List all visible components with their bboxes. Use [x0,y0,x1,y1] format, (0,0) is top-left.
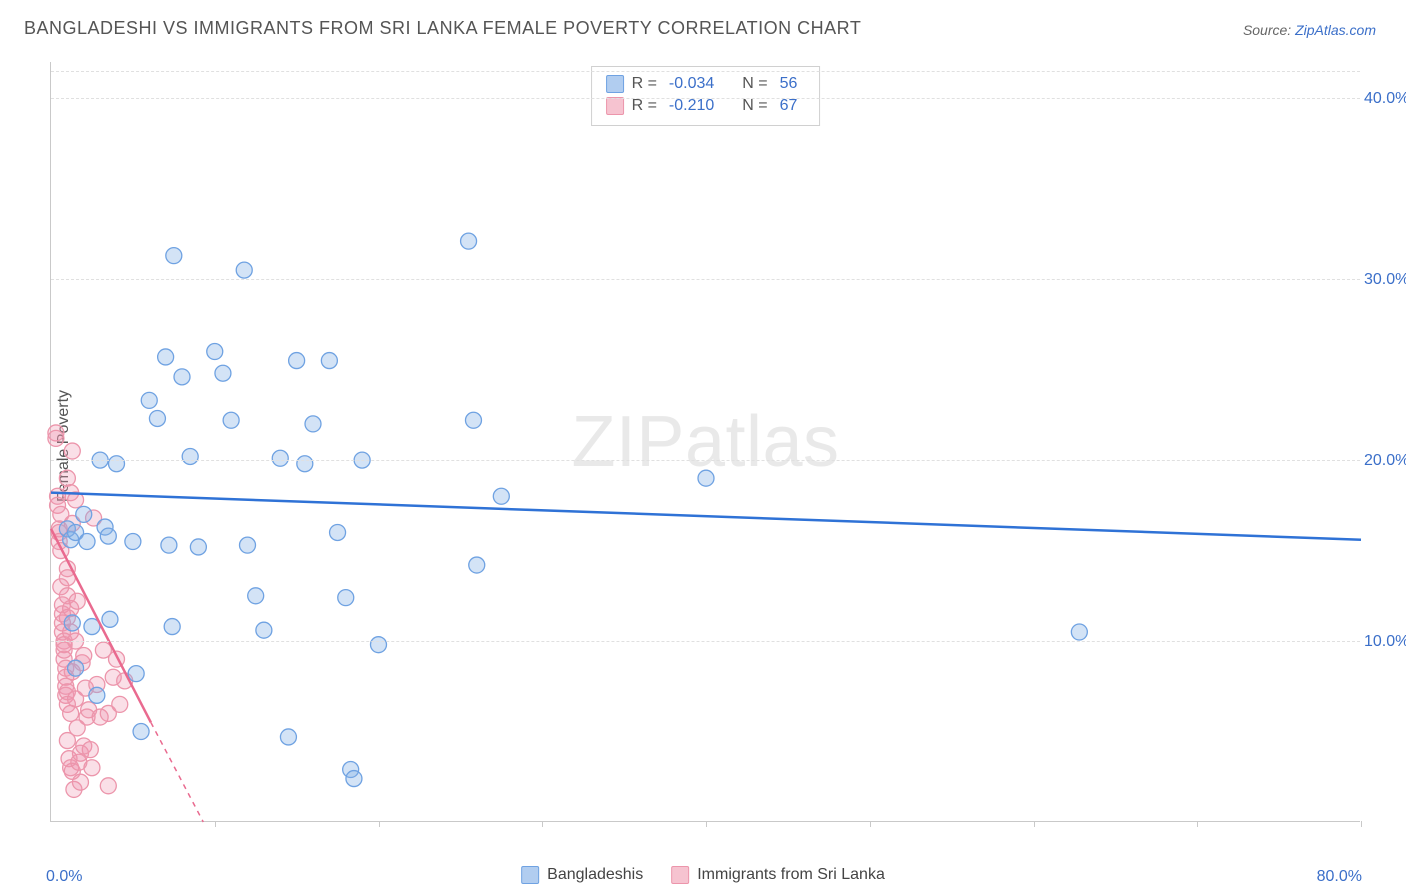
trend-line-extrapolated [151,722,203,822]
scatter-point [68,660,84,676]
trend-line [51,493,1361,540]
stat-n-val-0: 56 [776,73,802,95]
y-tick-label: 20.0% [1364,452,1406,470]
bottom-legend: Bangladeshis Immigrants from Sri Lanka [521,866,885,884]
scatter-point [223,412,239,428]
gridline-y: 10.0% [51,641,1360,642]
scatter-point [48,430,64,446]
scatter-point [461,233,477,249]
scatter-point [469,557,485,573]
stats-legend-box: R = -0.034 N = 56 R = -0.210 N = 67 [591,66,821,126]
legend-item-1: Immigrants from Sri Lanka [671,866,885,884]
x-tick [1361,821,1362,827]
stat-r-val-0: -0.034 [665,73,718,95]
scatter-point [493,488,509,504]
scatter-point [346,771,362,787]
scatter-point [236,262,252,278]
scatter-point [128,666,144,682]
source-link[interactable]: ZipAtlas.com [1295,22,1376,38]
swatch-series-0 [606,75,624,93]
x-tick [379,821,380,827]
scatter-point [1071,624,1087,640]
scatter-point [112,696,128,712]
scatter-point [64,615,80,631]
stat-n-label: N = [742,73,767,95]
gridline-y: 20.0% [51,460,1360,461]
x-tick [215,821,216,827]
gridline-y: 40.0% [51,98,1360,99]
x-tick [1034,821,1035,827]
scatter-point [125,534,141,550]
scatter-point [215,365,231,381]
gridline-y: 30.0% [51,279,1360,280]
legend-label-1: Immigrants from Sri Lanka [697,866,885,884]
scatter-point [64,443,80,459]
scatter-point [330,524,346,540]
source-attribution: Source: ZipAtlas.com [1243,22,1376,38]
scatter-point [84,760,100,776]
scatter-point [59,470,75,486]
x-start-label: 0.0% [46,868,82,886]
scatter-point [240,537,256,553]
scatter-point [289,353,305,369]
x-tick [542,821,543,827]
scatter-point [164,619,180,635]
scatter-point [69,593,85,609]
scatter-point [698,470,714,486]
scatter-point [272,450,288,466]
scatter-point [141,392,157,408]
scatter-point [102,611,118,627]
scatter-point [149,410,165,426]
scatter-point [133,724,149,740]
gridline-y [51,71,1360,72]
y-tick-label: 30.0% [1364,271,1406,289]
scatter-point [166,248,182,264]
stat-r-label: R = [632,73,657,95]
source-prefix: Source: [1243,22,1295,38]
scatter-point [82,742,98,758]
x-tick [1197,821,1198,827]
scatter-point [297,456,313,472]
scatter-point [158,349,174,365]
scatter-point [89,687,105,703]
scatter-point [63,705,79,721]
x-tick [870,821,871,827]
legend-item-0: Bangladeshis [521,866,643,884]
legend-swatch-0 [521,866,539,884]
scatter-point [465,412,481,428]
legend-label-0: Bangladeshis [547,866,643,884]
swatch-series-1 [606,97,624,115]
scatter-point [109,456,125,472]
scatter-point [161,537,177,553]
stats-row-series-0: R = -0.034 N = 56 [606,73,802,95]
legend-swatch-1 [671,866,689,884]
scatter-point [305,416,321,432]
chart-title: BANGLADESHI VS IMMIGRANTS FROM SRI LANKA… [24,18,1382,39]
scatter-point [79,534,95,550]
scatter-point [174,369,190,385]
scatter-point [280,729,296,745]
y-tick-label: 40.0% [1364,90,1406,108]
scatter-point [182,448,198,464]
scatter-point [100,778,116,794]
scatter-point [76,506,92,522]
scatter-point [248,588,264,604]
scatter-point [207,344,223,360]
scatter-point [190,539,206,555]
scatter-point [371,637,387,653]
scatter-point [72,774,88,790]
x-end-label: 80.0% [1317,868,1362,886]
x-tick [706,821,707,827]
scatter-point [338,590,354,606]
scatter-point [321,353,337,369]
y-tick-label: 10.0% [1364,633,1406,651]
scatter-point [256,622,272,638]
scatter-plot: ZIPatlas R = -0.034 N = 56 R = -0.210 N … [50,62,1360,822]
scatter-point [100,528,116,544]
plot-svg [51,62,1361,822]
